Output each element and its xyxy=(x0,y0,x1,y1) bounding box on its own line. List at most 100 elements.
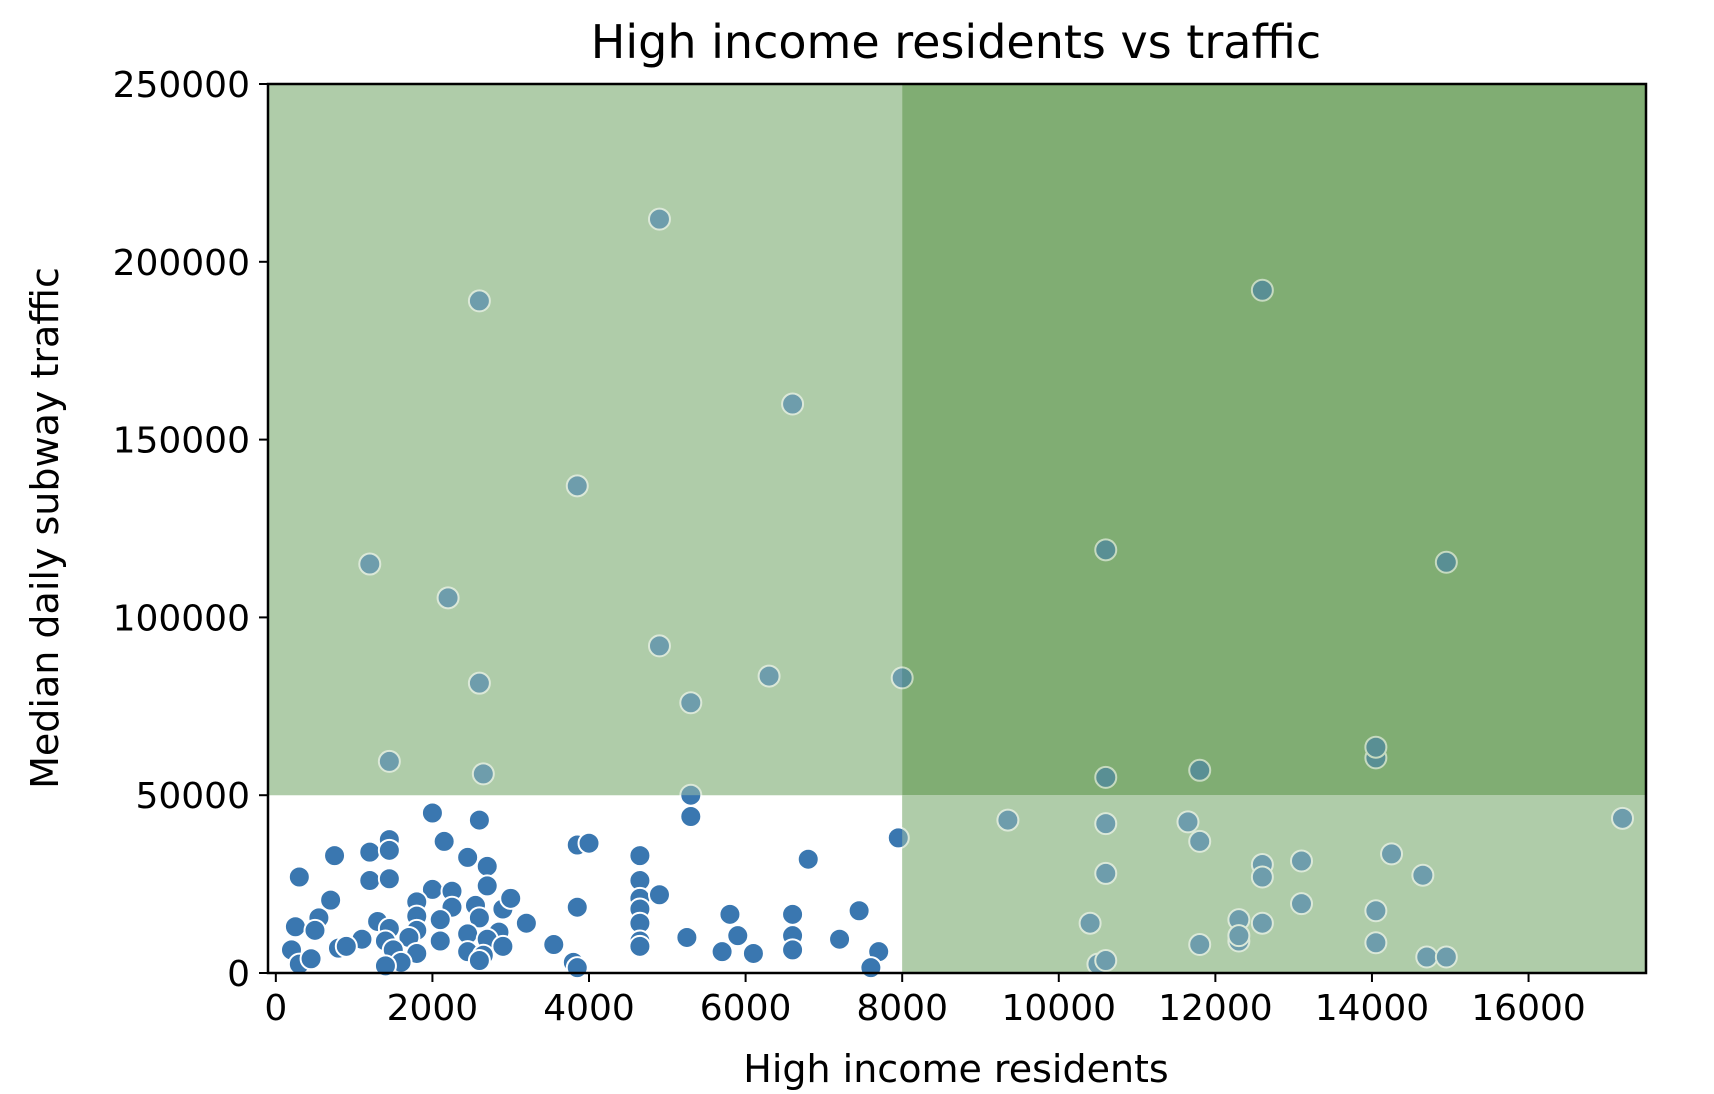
data-point xyxy=(1078,911,1102,935)
x-axis-ticks: 0 2000 4000 6000 8000 10000 12000 14000 16000 xyxy=(264,973,1586,1029)
x-tick-label: 4000 xyxy=(543,988,635,1029)
data-point xyxy=(475,874,499,898)
data-point xyxy=(1380,842,1404,866)
data-point xyxy=(1188,829,1212,853)
data-point xyxy=(287,865,311,889)
data-point xyxy=(781,902,805,926)
data-point xyxy=(467,289,491,313)
data-point xyxy=(283,915,307,939)
data-point xyxy=(428,908,452,932)
data-point xyxy=(647,207,671,231)
data-point xyxy=(726,924,750,948)
x-tick-label: 8000 xyxy=(856,988,948,1029)
x-tick-label: 0 xyxy=(264,988,287,1029)
data-point xyxy=(710,940,734,964)
data-point xyxy=(828,927,852,951)
data-point xyxy=(679,805,703,829)
data-point xyxy=(1188,933,1212,957)
region-overlay-2 xyxy=(902,795,1646,973)
data-point xyxy=(577,831,601,855)
data-point xyxy=(1188,758,1212,782)
data-point xyxy=(456,845,480,869)
data-point xyxy=(781,938,805,962)
data-point xyxy=(1434,550,1458,574)
data-point xyxy=(428,929,452,953)
highlight-regions xyxy=(268,84,1646,973)
x-tick-label: 2000 xyxy=(387,988,479,1029)
data-point xyxy=(859,956,883,980)
data-point xyxy=(1250,278,1274,302)
data-point xyxy=(467,808,491,832)
data-point xyxy=(1176,810,1200,834)
data-point xyxy=(432,829,456,853)
y-tick-label: 100000 xyxy=(113,598,250,639)
data-point xyxy=(890,666,914,690)
data-point xyxy=(1364,931,1388,955)
data-point xyxy=(377,838,401,862)
data-point xyxy=(565,474,589,498)
data-point xyxy=(565,956,589,980)
region-overlay-0 xyxy=(268,84,903,796)
data-point xyxy=(647,883,671,907)
data-point xyxy=(436,586,460,610)
chart-title: High income residents vs traffic xyxy=(591,15,1321,69)
data-point xyxy=(358,840,382,864)
data-point xyxy=(1094,861,1118,885)
data-point xyxy=(373,954,397,978)
data-point xyxy=(1611,806,1635,830)
y-tick-label: 150000 xyxy=(113,421,250,462)
data-point xyxy=(847,899,871,923)
x-tick-label: 10000 xyxy=(1002,988,1117,1029)
region-1 xyxy=(902,84,1646,796)
data-point xyxy=(647,634,671,658)
x-tick-label: 12000 xyxy=(1158,988,1273,1029)
data-point xyxy=(1250,865,1274,889)
data-point xyxy=(358,552,382,576)
region-0 xyxy=(268,84,903,796)
data-point xyxy=(1250,911,1274,935)
data-point xyxy=(323,844,347,868)
data-point xyxy=(542,933,566,957)
data-point xyxy=(471,762,495,786)
data-point xyxy=(1290,892,1313,916)
data-points xyxy=(268,84,1646,980)
data-point xyxy=(1411,863,1435,887)
plot-frame xyxy=(266,82,1648,975)
data-point xyxy=(1094,765,1118,789)
y-tick-label: 250000 xyxy=(113,65,250,106)
data-point xyxy=(491,934,515,958)
data-point xyxy=(628,844,652,868)
region-overlay-1 xyxy=(902,84,1646,796)
data-point xyxy=(420,801,444,825)
y-tick-label: 0 xyxy=(227,954,250,995)
data-point xyxy=(1094,812,1118,836)
y-tick-label: 200000 xyxy=(113,243,250,284)
data-point xyxy=(319,888,343,912)
data-point xyxy=(377,867,401,891)
data-point xyxy=(675,925,699,949)
region-2 xyxy=(902,795,1646,973)
data-point xyxy=(467,671,491,695)
data-point xyxy=(679,691,703,715)
data-point xyxy=(1364,735,1388,759)
y-axis-ticks: 0 50000 100000 150000 200000 250000 xyxy=(113,65,268,995)
data-point xyxy=(514,911,538,935)
data-point xyxy=(757,664,781,688)
x-tick-label: 6000 xyxy=(700,988,792,1029)
data-point xyxy=(718,902,742,926)
data-point xyxy=(1094,538,1118,562)
data-point xyxy=(1290,849,1313,873)
data-point xyxy=(303,918,327,942)
x-tick-label: 16000 xyxy=(1471,988,1586,1029)
data-point xyxy=(741,941,765,965)
data-point xyxy=(1227,924,1251,948)
data-point xyxy=(996,808,1020,832)
data-point xyxy=(334,934,358,958)
data-point xyxy=(1364,899,1388,923)
x-tick-label: 14000 xyxy=(1315,988,1430,1029)
data-point xyxy=(796,847,820,871)
x-axis-label: High income residents xyxy=(743,1047,1168,1091)
data-point xyxy=(628,934,652,958)
data-point xyxy=(475,854,499,878)
